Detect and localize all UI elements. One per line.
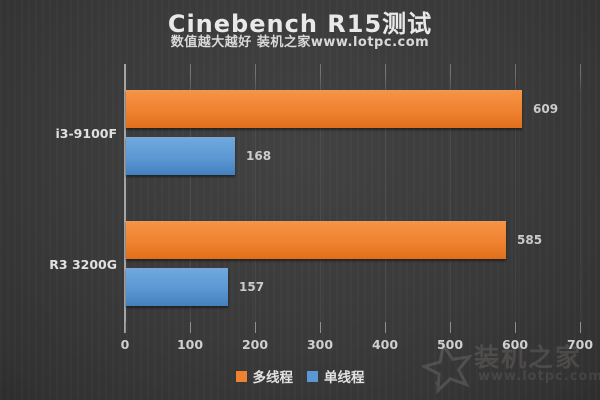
x-tick-label: 400	[371, 337, 399, 352]
legend-swatch-icon	[307, 370, 318, 382]
value-label: 157	[239, 280, 265, 294]
axis-tick	[385, 322, 386, 333]
axis-tick	[190, 322, 191, 333]
value-label: 609	[533, 102, 559, 116]
legend-swatch-icon	[235, 370, 247, 382]
chart-subtitle: 数值越大越好 装机之家www.lotpc.com	[170, 35, 430, 50]
value-label: 168	[246, 149, 272, 163]
axis-tick	[125, 322, 126, 333]
axis-tick	[515, 322, 516, 333]
axis-tick	[255, 322, 256, 333]
category-label: R3 3200G	[49, 257, 117, 272]
axis-tick	[580, 322, 581, 333]
legend-item: 单线程	[307, 366, 365, 386]
x-tick-label: 700	[566, 337, 594, 352]
x-tick-label: 300	[306, 337, 334, 352]
axis-tick	[450, 322, 451, 333]
chart-title: Cinebench R15测试	[167, 10, 433, 38]
gridline	[450, 64, 451, 333]
bar-single-thread	[126, 137, 235, 175]
gridline	[255, 64, 256, 333]
gridline	[190, 64, 191, 333]
x-tick-label: 200	[241, 337, 269, 352]
legend-label: 多线程	[252, 370, 294, 386]
bar-multi-thread	[126, 90, 522, 128]
x-tick-label: 600	[501, 337, 529, 352]
x-tick-label: 0	[120, 337, 130, 352]
gridline	[515, 64, 516, 333]
y-axis-line	[124, 64, 126, 333]
bar-multi-thread	[126, 221, 506, 259]
x-tick-label: 500	[436, 337, 464, 352]
legend-item: 多线程	[235, 366, 294, 386]
axis-tick	[320, 322, 321, 333]
gridline	[385, 64, 386, 333]
bar-single-thread	[126, 268, 228, 306]
value-label: 585	[517, 233, 543, 247]
legend: 多线程 单线程	[0, 366, 600, 386]
category-label: i3-9100F	[55, 126, 118, 141]
legend-label: 单线程	[324, 370, 365, 386]
gridline	[580, 64, 581, 333]
gridline	[320, 64, 321, 333]
x-tick-label: 100	[176, 337, 204, 352]
